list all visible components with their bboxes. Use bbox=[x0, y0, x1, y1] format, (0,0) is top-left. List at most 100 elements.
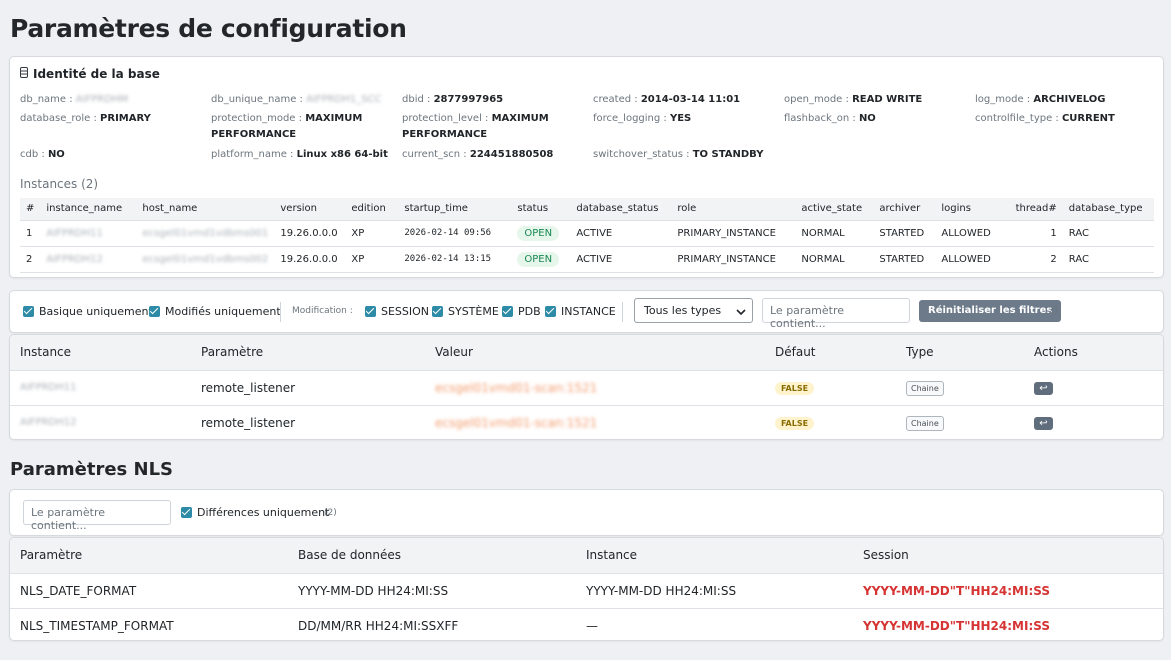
params-header-row: Instance Paramètre Valeur Défaut Type Ac… bbox=[10, 335, 1164, 370]
mod-pdb-checkbox[interactable]: PDB bbox=[502, 305, 541, 318]
cell-logins: ALLOWED bbox=[935, 220, 996, 246]
col-header: role bbox=[671, 198, 795, 220]
divider bbox=[280, 302, 281, 322]
field-db-unique-name: db_unique_name : AIFPRDH1_SCC bbox=[211, 92, 391, 108]
checkbox-checked-icon[interactable] bbox=[181, 507, 192, 518]
field-protection-level: protection_level : MAXIMUM PERFORMANCE bbox=[402, 111, 572, 143]
param-search-input[interactable]: Le paramètre contient... bbox=[762, 298, 910, 323]
nls-search-input[interactable]: Le paramètre contient... bbox=[23, 500, 171, 525]
chevron-down-icon bbox=[736, 306, 746, 319]
col-header: logins bbox=[935, 198, 996, 220]
basic-only-label: Basique uniquement bbox=[39, 305, 153, 318]
col-header: # bbox=[20, 198, 40, 220]
field-force-logging: force_logging : YES bbox=[593, 111, 773, 127]
field-switchover-status: switchover_status : TO STANDBY bbox=[593, 147, 778, 163]
identity-title: Identité de la base bbox=[20, 67, 160, 81]
cell-edition: XP bbox=[345, 246, 398, 272]
checkbox-checked-icon[interactable] bbox=[432, 306, 443, 317]
nls-card: Paramètre Base de données Instance Sessi… bbox=[9, 537, 1164, 641]
cell-thread: 2 bbox=[997, 246, 1063, 272]
identity-title-text: Identité de la base bbox=[33, 67, 160, 81]
default-badge: FALSE bbox=[775, 417, 814, 430]
modified-only-checkbox[interactable]: Modifiés uniquement bbox=[149, 305, 281, 318]
reset-param-button[interactable]: ↩ bbox=[1034, 417, 1053, 430]
col-header: thread# bbox=[997, 198, 1063, 220]
cell-host-name: ecsgel01vmd1vdbms002 bbox=[136, 246, 274, 272]
mod-system-checkbox[interactable]: SYSTÈME bbox=[432, 305, 499, 318]
basic-only-checkbox[interactable]: Basique uniquement bbox=[23, 305, 153, 318]
col-header: database_type bbox=[1063, 198, 1154, 220]
col-header: Session bbox=[853, 538, 1164, 573]
field-controlfile-type: controlfile_type : CURRENT bbox=[975, 111, 1155, 127]
instances-title: Instances (2) bbox=[20, 177, 98, 191]
col-header: startup_time bbox=[398, 198, 511, 220]
cell-instance-name: AIFPRDH12 bbox=[40, 246, 136, 272]
table-row: 1 AIFPRDH11 ecsgel01vmd1vdbms001 19.26.0… bbox=[20, 220, 1154, 246]
cell-active-state: NORMAL bbox=[795, 220, 873, 246]
field-platform-name: platform_name : Linux x86 64-bit bbox=[211, 147, 396, 163]
params-table: Instance Paramètre Valeur Défaut Type Ac… bbox=[10, 335, 1164, 440]
checkbox-checked-icon[interactable] bbox=[545, 306, 556, 317]
col-header: edition bbox=[345, 198, 398, 220]
reset-param-button[interactable]: ↩ bbox=[1034, 382, 1053, 395]
field-flashback-on: flashback_on : NO bbox=[784, 111, 964, 127]
field-dbid: dbid : 2877997965 bbox=[402, 92, 582, 108]
mod-instance-label: INSTANCE bbox=[561, 305, 616, 318]
checkbox-checked-icon[interactable] bbox=[502, 306, 513, 317]
checkbox-checked-icon[interactable] bbox=[365, 306, 376, 317]
nls-title: Paramètres NLS bbox=[10, 459, 173, 480]
nls-table: Paramètre Base de données Instance Sessi… bbox=[10, 538, 1164, 641]
type-badge: Chaine bbox=[906, 381, 944, 396]
cell-database-status: ACTIVE bbox=[570, 246, 671, 272]
diff-only-checkbox[interactable]: Différences uniquement bbox=[181, 506, 329, 519]
status-badge: OPEN bbox=[517, 226, 559, 241]
checkbox-checked-icon[interactable] bbox=[23, 306, 34, 317]
params-card: Instance Paramètre Valeur Défaut Type Ac… bbox=[9, 334, 1164, 440]
cell-version: 19.26.0.0.0 bbox=[274, 246, 345, 272]
undo-icon: ↩ bbox=[1039, 418, 1047, 429]
cell-role: PRIMARY_INSTANCE bbox=[671, 220, 795, 246]
field-db-name: db_name : AIFPRDHM bbox=[20, 92, 200, 108]
filter-bar: Basique uniquement Modifiés uniquement M… bbox=[9, 290, 1164, 333]
mod-session-checkbox[interactable]: SESSION bbox=[365, 305, 429, 318]
cell-type: Chaine bbox=[896, 405, 1024, 440]
col-header: Paramètre bbox=[10, 538, 288, 573]
cell-database-status: ACTIVE bbox=[570, 220, 671, 246]
col-header: version bbox=[274, 198, 345, 220]
type-select[interactable]: Tous les types bbox=[634, 298, 753, 323]
field-cdb: cdb : NO bbox=[20, 147, 200, 163]
cell-instance: AIFPRDH12 bbox=[10, 405, 191, 440]
cell-type: Chaine bbox=[896, 370, 1024, 405]
table-row: AIFPRDH11 remote_listener ecsgel01vmd01-… bbox=[10, 370, 1164, 405]
result-count: (2) bbox=[1045, 306, 1058, 316]
col-header: Défaut bbox=[765, 335, 896, 370]
field-created: created : 2014-03-14 11:01 bbox=[593, 92, 773, 108]
col-header: Paramètre bbox=[191, 335, 425, 370]
cell-default: FALSE bbox=[765, 405, 896, 440]
cell-value: ecsgel01vmd01-scan:1521 bbox=[425, 405, 765, 440]
nls-header-row: Paramètre Base de données Instance Sessi… bbox=[10, 538, 1164, 573]
checkbox-checked-icon[interactable] bbox=[149, 306, 160, 317]
cell-param: NLS_DATE_FORMAT bbox=[10, 573, 288, 608]
cell-param: NLS_TIMESTAMP_FORMAT bbox=[10, 608, 288, 641]
col-header: archiver bbox=[873, 198, 935, 220]
status-badge: OPEN bbox=[517, 252, 559, 267]
mod-instance-checkbox[interactable]: INSTANCE bbox=[545, 305, 616, 318]
field-log-mode: log_mode : ARCHIVELOG bbox=[975, 92, 1155, 108]
cell-session: YYYY-MM-DD"T"HH24:MI:SS bbox=[853, 573, 1164, 608]
cell-database: YYYY-MM-DD HH24:MI:SS bbox=[288, 573, 576, 608]
table-row: NLS_TIMESTAMP_FORMAT DD/MM/RR HH24:MI:SS… bbox=[10, 608, 1164, 641]
cell-instance-name: AIFPRDH11 bbox=[40, 220, 136, 246]
col-header: host_name bbox=[136, 198, 274, 220]
col-header: Actions bbox=[1024, 335, 1164, 370]
cell-status: OPEN bbox=[511, 246, 570, 272]
cell-archiver: STARTED bbox=[873, 246, 935, 272]
field-database-role: database_role : PRIMARY bbox=[20, 111, 200, 127]
default-badge: FALSE bbox=[775, 382, 814, 395]
cell-startup-time: 2026-02-14 09:56 bbox=[398, 220, 511, 246]
reset-filters-button[interactable]: Réinitialiser les filtres bbox=[919, 300, 1061, 322]
cell-logins: ALLOWED bbox=[935, 246, 996, 272]
cell-actions: ↩ bbox=[1024, 370, 1164, 405]
cell-database-type: RAC bbox=[1063, 220, 1154, 246]
cell-instance: YYYY-MM-DD HH24:MI:SS bbox=[576, 573, 853, 608]
